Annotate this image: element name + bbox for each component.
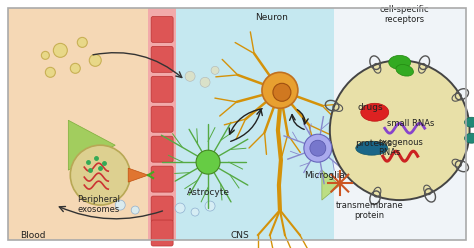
Circle shape xyxy=(131,206,139,214)
FancyBboxPatch shape xyxy=(151,46,173,72)
Ellipse shape xyxy=(356,141,388,155)
Circle shape xyxy=(205,201,215,211)
Circle shape xyxy=(46,67,55,77)
FancyBboxPatch shape xyxy=(151,76,173,102)
Circle shape xyxy=(196,150,220,174)
FancyBboxPatch shape xyxy=(151,220,173,246)
Polygon shape xyxy=(128,168,148,182)
Ellipse shape xyxy=(465,117,474,127)
Circle shape xyxy=(41,51,49,59)
Text: drugs: drugs xyxy=(358,103,383,112)
Text: Neuron: Neuron xyxy=(255,13,288,22)
FancyBboxPatch shape xyxy=(9,8,156,240)
Text: small RNAs: small RNAs xyxy=(387,119,434,128)
Circle shape xyxy=(304,134,332,162)
Circle shape xyxy=(70,63,80,73)
Text: exogenous
RNAs: exogenous RNAs xyxy=(378,138,424,157)
Text: cell-specific
receptors: cell-specific receptors xyxy=(380,5,429,24)
Polygon shape xyxy=(68,120,115,170)
Circle shape xyxy=(54,43,67,57)
Circle shape xyxy=(175,203,185,213)
Circle shape xyxy=(89,54,101,66)
Text: Microglia: Microglia xyxy=(304,171,345,180)
FancyBboxPatch shape xyxy=(151,106,173,132)
Text: transmembrane
protein: transmembrane protein xyxy=(336,201,404,220)
Circle shape xyxy=(185,71,195,81)
FancyBboxPatch shape xyxy=(151,166,173,192)
Polygon shape xyxy=(322,170,340,200)
Ellipse shape xyxy=(361,103,389,121)
Circle shape xyxy=(191,208,199,216)
Text: proteins: proteins xyxy=(355,139,392,148)
Text: Astrocyte: Astrocyte xyxy=(187,188,229,197)
Ellipse shape xyxy=(396,64,413,76)
FancyBboxPatch shape xyxy=(148,8,176,240)
Circle shape xyxy=(200,77,210,87)
Circle shape xyxy=(70,145,130,205)
Circle shape xyxy=(211,66,219,74)
Circle shape xyxy=(115,200,125,210)
Text: CNS: CNS xyxy=(230,231,249,240)
Circle shape xyxy=(262,72,298,108)
FancyBboxPatch shape xyxy=(151,16,173,42)
Text: Blood: Blood xyxy=(20,231,46,240)
FancyBboxPatch shape xyxy=(151,136,173,162)
Circle shape xyxy=(77,37,87,47)
Circle shape xyxy=(330,60,470,200)
Circle shape xyxy=(273,83,291,101)
Ellipse shape xyxy=(465,133,474,143)
FancyBboxPatch shape xyxy=(156,8,334,240)
FancyBboxPatch shape xyxy=(151,196,173,222)
Circle shape xyxy=(310,140,326,156)
Text: Peripheral
exosomes: Peripheral exosomes xyxy=(77,195,120,214)
FancyBboxPatch shape xyxy=(334,8,465,240)
Ellipse shape xyxy=(389,55,410,69)
